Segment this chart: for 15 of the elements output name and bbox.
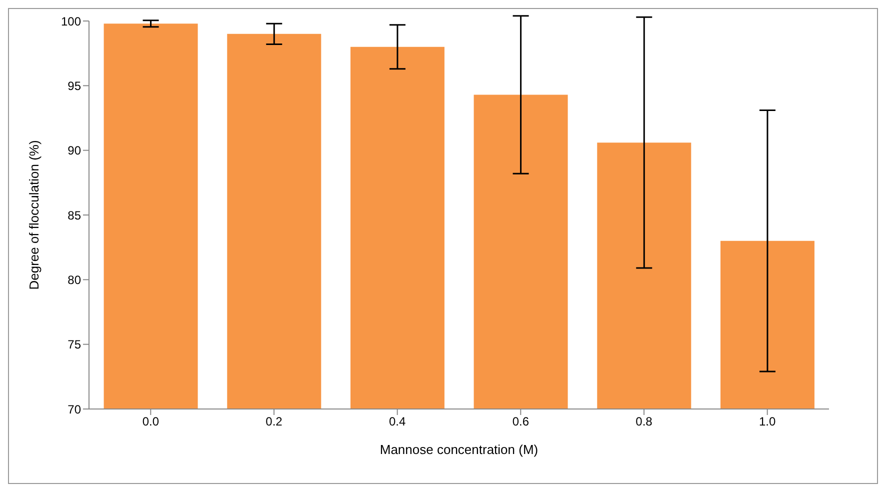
- y-tick-label: 80: [68, 272, 82, 287]
- y-tick-label: 95: [68, 78, 82, 93]
- y-tick-label: 85: [68, 208, 82, 222]
- x-tick-label: 0.6: [512, 414, 530, 429]
- y-tick-label: 90: [68, 144, 82, 158]
- x-tick-label: 0.2: [266, 414, 283, 429]
- y-tick-label: 100: [60, 14, 82, 28]
- y-axis-title: Degree of flocculation (%): [26, 140, 42, 290]
- x-tick-label: 0.0: [142, 414, 160, 429]
- y-tick-label: 75: [68, 338, 82, 352]
- y-tick-label: 70: [68, 402, 82, 416]
- x-tick-label: 1.0: [758, 414, 776, 429]
- x-tick-label: 0.8: [636, 414, 653, 429]
- x-tick-label: 0.4: [388, 414, 406, 429]
- x-axis-title: Mannose concentration (M): [380, 442, 538, 457]
